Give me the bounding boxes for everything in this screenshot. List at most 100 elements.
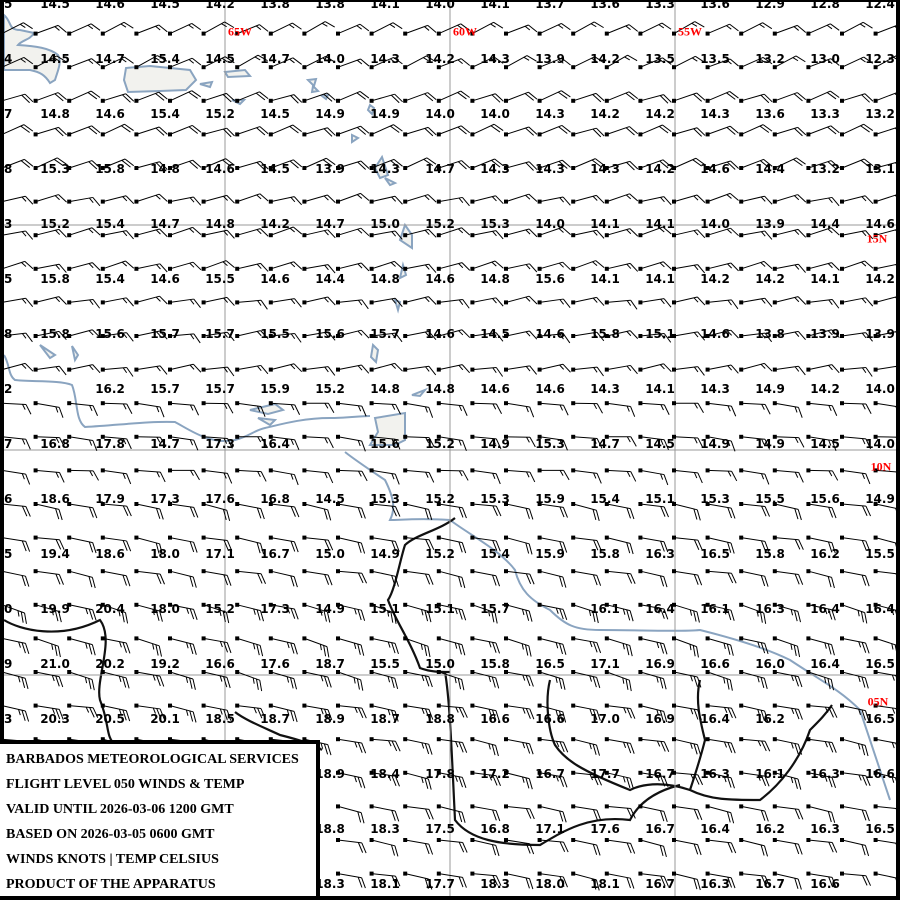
barb-feather bbox=[562, 261, 571, 271]
barb-feather bbox=[790, 742, 794, 749]
barb-feather bbox=[286, 676, 290, 683]
barb-feather bbox=[17, 610, 20, 617]
barb-feather bbox=[730, 812, 735, 824]
barb-staff bbox=[741, 873, 766, 877]
barb-feather bbox=[125, 297, 134, 307]
barb-staff bbox=[438, 262, 463, 270]
barb-feather bbox=[460, 58, 471, 66]
barb-staff bbox=[673, 21, 696, 35]
barb-staff bbox=[237, 705, 262, 710]
wind-barb bbox=[268, 468, 299, 486]
barb-feather bbox=[92, 507, 98, 519]
temperature-label: 16.2 bbox=[95, 382, 125, 396]
barb-feather bbox=[559, 439, 563, 446]
barb-feather bbox=[723, 642, 726, 650]
barb-staff bbox=[472, 671, 496, 679]
barb-feather bbox=[155, 162, 165, 171]
barb-staff bbox=[472, 537, 497, 542]
wind-barb bbox=[504, 91, 538, 103]
barb-feather bbox=[324, 539, 330, 550]
barb-feather bbox=[327, 509, 332, 521]
temperature-label: 16.3 bbox=[810, 767, 840, 781]
wind-barb bbox=[33, 468, 65, 483]
barb-feather bbox=[495, 332, 504, 342]
barb-staff bbox=[774, 24, 798, 35]
barb-feather bbox=[21, 575, 26, 587]
temperature-label: 14.0 bbox=[480, 107, 510, 121]
barb-feather bbox=[156, 573, 162, 585]
barb-feather bbox=[562, 542, 568, 553]
wind-barb bbox=[336, 838, 367, 854]
barb-staff bbox=[270, 570, 295, 578]
barb-staff bbox=[35, 263, 60, 270]
barb-feather bbox=[461, 542, 467, 554]
wind-barb bbox=[772, 636, 801, 658]
barb-feather bbox=[696, 744, 702, 756]
barb-feather bbox=[858, 774, 862, 781]
barb-feather bbox=[626, 436, 631, 443]
barb-staff bbox=[505, 24, 529, 35]
barb-staff bbox=[573, 839, 597, 846]
barb-staff bbox=[707, 58, 731, 68]
wind-barb bbox=[168, 23, 202, 36]
barb-staff bbox=[606, 839, 631, 844]
temperature-label: 14.9 bbox=[315, 107, 345, 121]
temperature-label: 14.7 bbox=[315, 217, 345, 231]
barb-feather bbox=[256, 542, 261, 554]
wind-barb bbox=[67, 298, 101, 309]
barb-feather bbox=[159, 406, 165, 418]
barb-staff bbox=[505, 604, 530, 612]
barb-staff bbox=[371, 537, 396, 542]
barb-feather bbox=[495, 575, 501, 587]
wind-barb bbox=[100, 468, 132, 485]
wind-barb bbox=[134, 91, 168, 103]
wind-barb bbox=[840, 737, 869, 757]
wind-barb bbox=[436, 196, 470, 207]
barb-feather bbox=[693, 297, 699, 303]
barb-feather bbox=[492, 367, 497, 374]
barb-feather bbox=[660, 608, 665, 619]
barb-feather bbox=[189, 608, 195, 620]
wind-barb bbox=[672, 569, 703, 586]
barb-staff bbox=[337, 469, 363, 472]
barb-feather bbox=[760, 262, 766, 267]
barb-feather bbox=[794, 743, 799, 755]
temperature-label: 14.1 bbox=[480, 0, 510, 11]
temperature-label: 14.0 bbox=[700, 217, 730, 231]
barb-feather bbox=[626, 229, 632, 235]
barb-staff bbox=[539, 196, 564, 203]
wind-barb bbox=[268, 124, 302, 137]
barb-feather bbox=[865, 642, 870, 654]
barb-feather bbox=[428, 331, 437, 341]
barb-feather bbox=[21, 298, 27, 304]
barb-staff bbox=[841, 637, 866, 644]
barb-feather bbox=[155, 127, 165, 136]
temperature-label: 18.3 bbox=[480, 877, 510, 891]
wind-barb bbox=[672, 770, 704, 786]
barb-feather bbox=[656, 676, 659, 683]
barb-staff bbox=[741, 436, 766, 440]
barb-feather bbox=[88, 228, 94, 234]
barb-feather bbox=[191, 90, 202, 98]
temperature-label: 15.6 bbox=[535, 272, 565, 286]
barb-staff bbox=[505, 263, 530, 270]
barb-feather bbox=[794, 675, 799, 687]
barb-feather bbox=[294, 333, 302, 343]
temperature-label: 14.8 bbox=[370, 382, 400, 396]
barb-feather bbox=[863, 158, 874, 167]
wind-barb bbox=[0, 362, 34, 372]
temperature-label: 12.8 bbox=[810, 0, 840, 11]
barb-feather bbox=[798, 437, 805, 448]
barb-feather bbox=[694, 402, 698, 409]
barb-feather bbox=[525, 508, 530, 519]
wind-barb bbox=[336, 502, 366, 519]
wind-barb bbox=[772, 263, 806, 273]
barb-feather bbox=[794, 264, 800, 270]
barb-feather bbox=[357, 572, 364, 584]
barb-feather bbox=[125, 575, 131, 587]
barb-staff bbox=[875, 161, 899, 169]
wind-barb bbox=[806, 434, 837, 452]
temperature-label: 14.5 bbox=[40, 0, 70, 11]
barb-feather bbox=[193, 439, 199, 451]
barb-feather bbox=[726, 643, 731, 655]
